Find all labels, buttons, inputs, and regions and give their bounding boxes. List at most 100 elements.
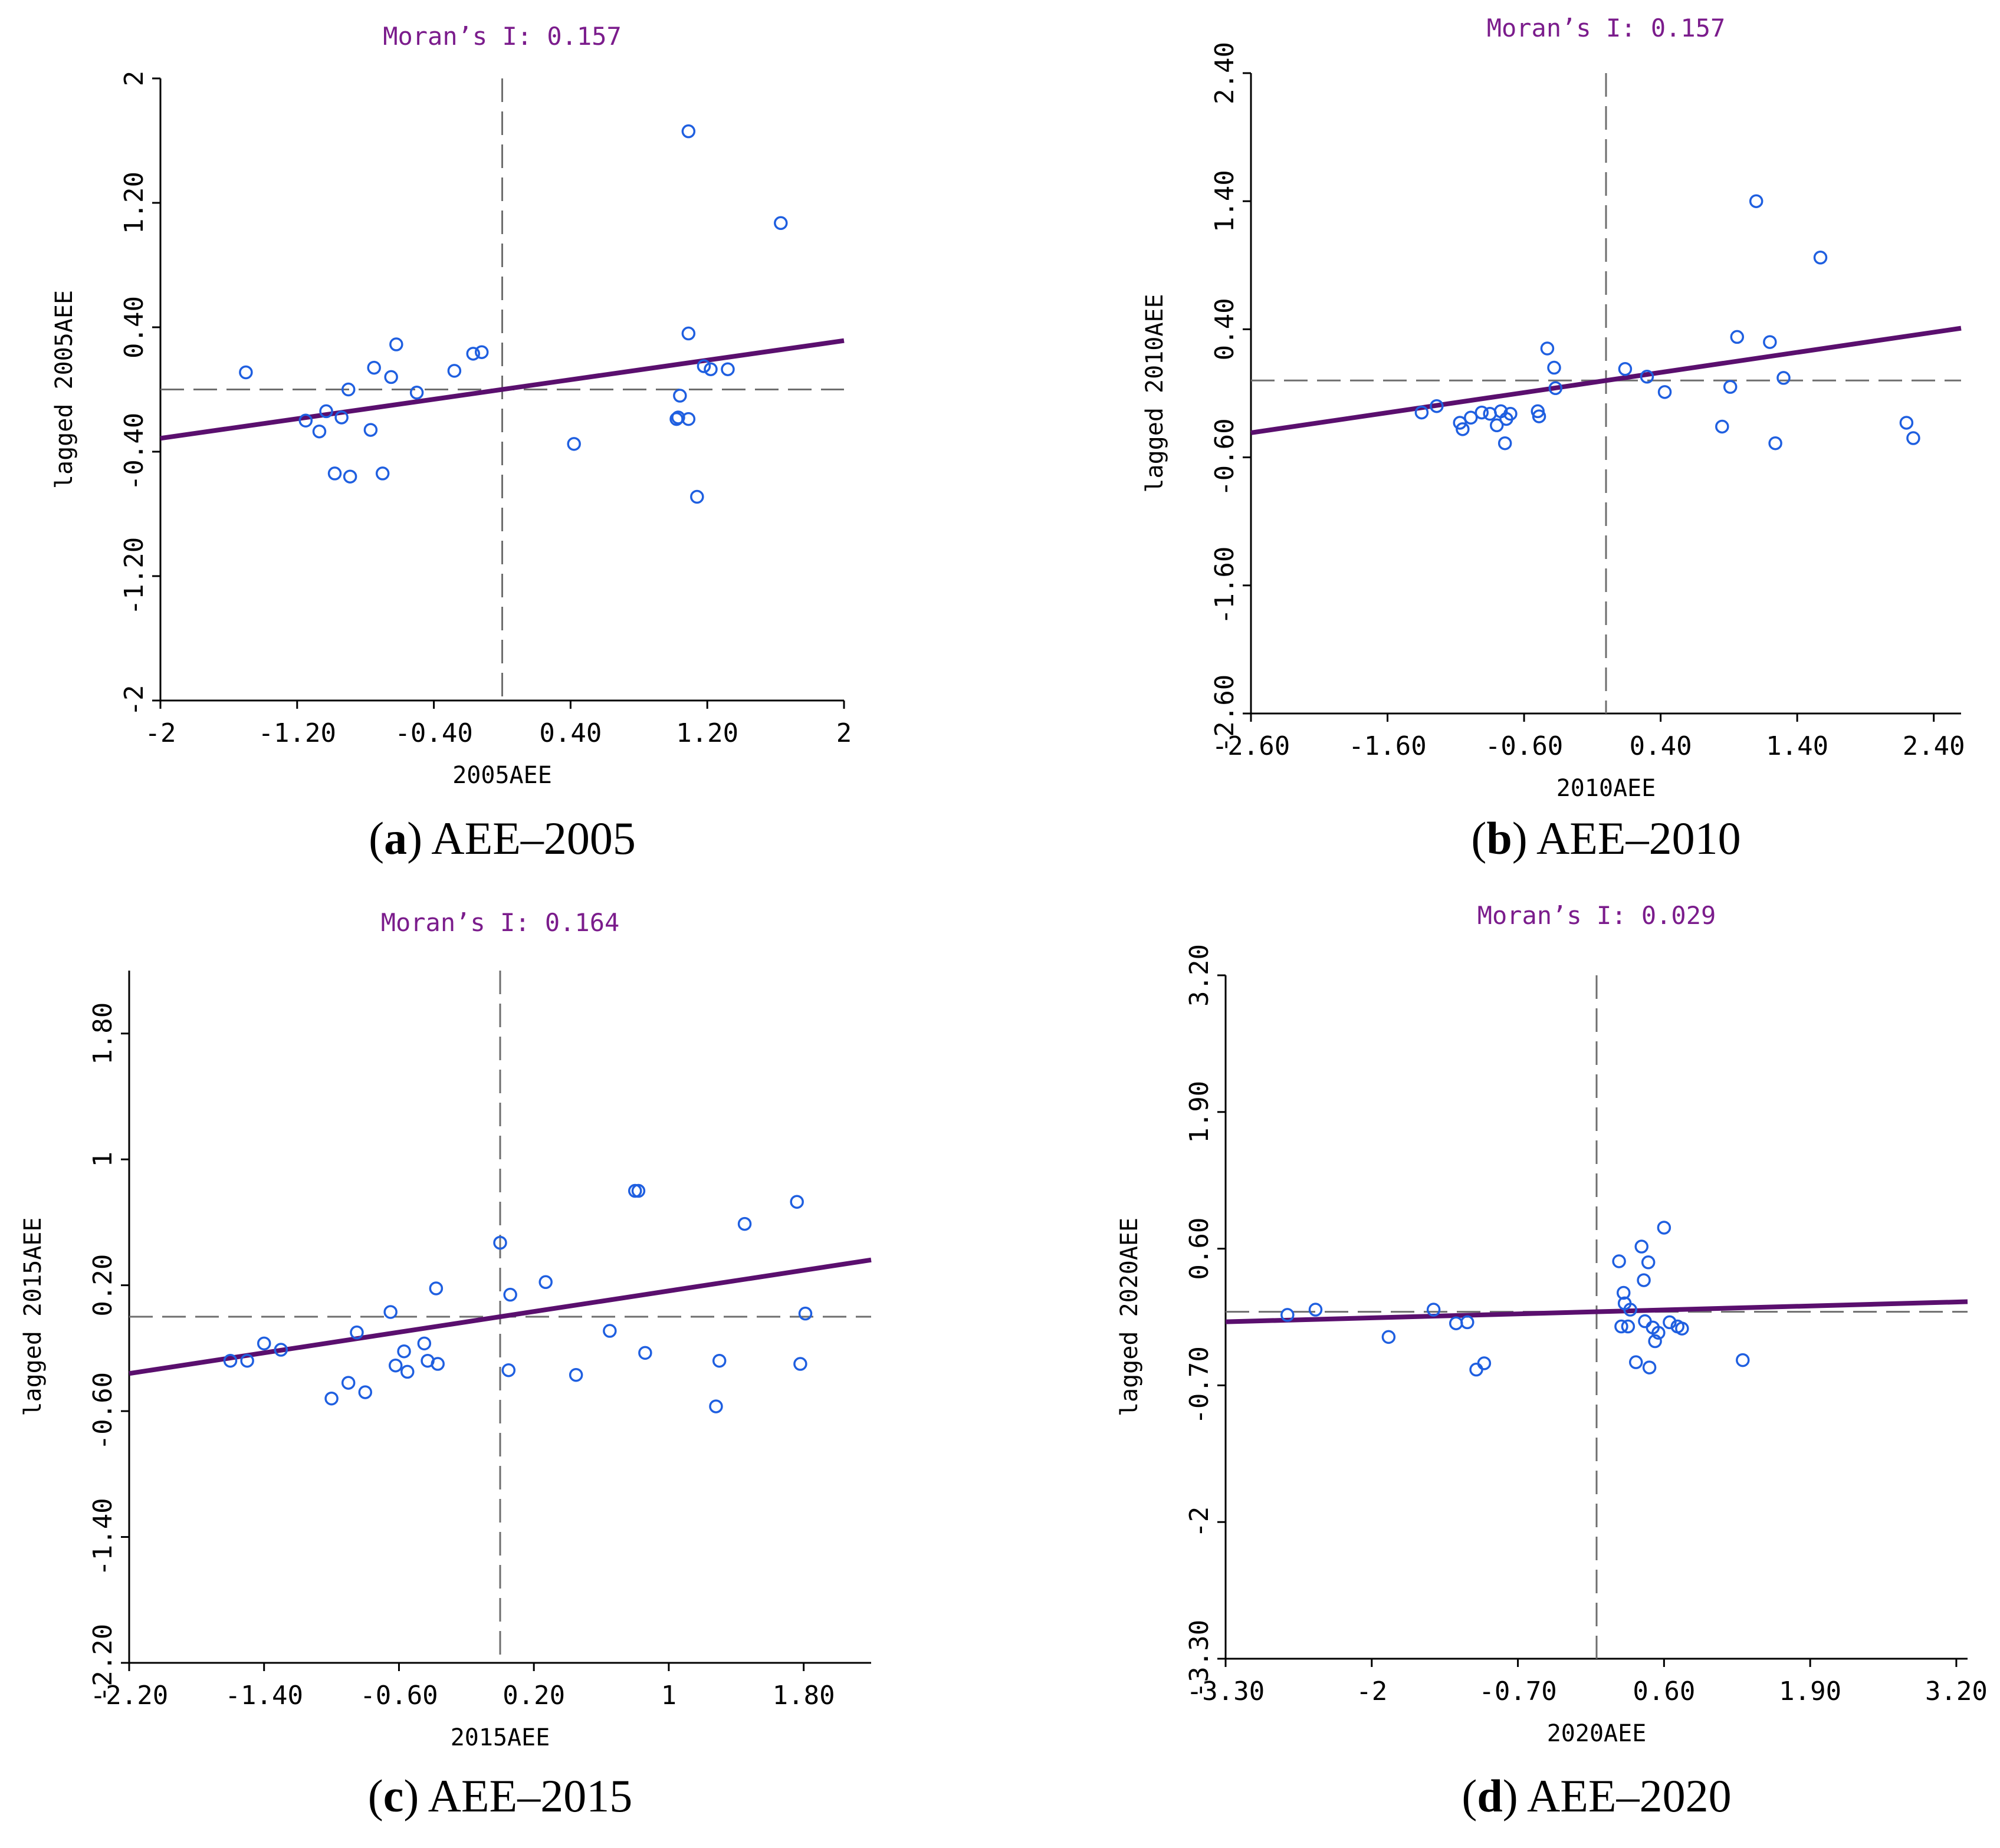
x-tick-label: -2 [1356, 1676, 1387, 1706]
data-point [1464, 410, 1478, 425]
data-point [681, 326, 696, 341]
data-point [1906, 431, 1920, 445]
data-point [358, 1385, 373, 1399]
data-point [1663, 1315, 1677, 1330]
data-point [1736, 1353, 1750, 1367]
data-point [569, 1367, 583, 1382]
data-point [1763, 335, 1777, 349]
y-axis-title: lagged 2010AEE [1141, 294, 1168, 492]
x-tick-label: 0.60 [1633, 1676, 1695, 1706]
y-tick-label: -0.40 [119, 413, 149, 491]
x-tick-label: -1.40 [225, 1681, 303, 1711]
data-point [798, 1306, 813, 1321]
data-point [1308, 1303, 1323, 1317]
data-point [363, 423, 378, 437]
y-tick-label: -2 [1184, 1507, 1214, 1538]
y-tick-label: 2 [119, 71, 149, 87]
data-point [1675, 1321, 1689, 1336]
data-point [681, 124, 696, 139]
x-tick-label: 3.20 [1925, 1676, 1988, 1706]
data-point [350, 1325, 364, 1340]
data-point [1637, 1273, 1651, 1287]
x-tick-label: -1.20 [258, 718, 336, 748]
data-point [431, 1357, 445, 1371]
x-axis-title: 2020AEE [1547, 1720, 1647, 1747]
x-tick-label: 1.80 [773, 1681, 835, 1711]
data-point [793, 1357, 807, 1371]
data-point [671, 410, 685, 425]
data-point [1503, 407, 1518, 421]
data-point [397, 1344, 411, 1359]
data-point [1749, 194, 1763, 208]
x-tick-label: 1 [661, 1681, 677, 1711]
data-point [1453, 416, 1467, 430]
y-tick-label: 1.40 [1210, 170, 1240, 232]
regression-line [129, 1257, 872, 1376]
data-point [223, 1353, 238, 1368]
data-point [447, 364, 462, 378]
data-point [474, 345, 489, 359]
data-point [1381, 1330, 1396, 1344]
y-tick-label: 0.20 [88, 1254, 118, 1317]
data-point [1460, 1315, 1474, 1330]
chart-title: Moran’s I: 0.164 [381, 908, 620, 937]
data-point [466, 347, 480, 361]
data-point [257, 1336, 271, 1351]
data-point [538, 1275, 553, 1290]
y-tick-label: -2.20 [88, 1624, 118, 1702]
y-axis-title: lagged 2015AEE [19, 1217, 47, 1416]
data-point [1618, 361, 1633, 376]
data-point [774, 216, 788, 231]
x-tick-label: -0.60 [360, 1681, 438, 1711]
data-point [690, 489, 704, 504]
data-point [1474, 405, 1489, 420]
regression-line [160, 338, 845, 441]
data-point [400, 1364, 415, 1379]
chart-panel-a: Moran’s I: 0.157 -2 -1.20 -0.40 0.40 1.20 2 -2 -… [51, 22, 852, 864]
x-tick-label: 0.20 [503, 1681, 565, 1711]
panel-caption: (a) AEE–2005 [369, 813, 636, 864]
data-point [341, 1376, 356, 1390]
data-point [501, 1363, 516, 1377]
y-tick-label: 1 [88, 1152, 118, 1168]
data-point [334, 410, 349, 425]
data-point [503, 1287, 517, 1302]
x-tick-label: 2 [836, 718, 852, 748]
y-tick-label: -1.20 [119, 537, 149, 615]
data-point [1612, 1254, 1626, 1268]
data-point [603, 1324, 617, 1338]
y-tick-label: 1.20 [119, 172, 149, 234]
data-point [324, 1391, 339, 1406]
data-point [704, 362, 718, 376]
data-point [1657, 385, 1672, 399]
data-point [388, 1358, 403, 1373]
data-point [375, 466, 390, 481]
data-point [1456, 422, 1470, 436]
x-tick-label: 1.90 [1779, 1676, 1841, 1706]
data-point [1621, 1319, 1636, 1334]
data-point [709, 1399, 723, 1413]
data-point [341, 382, 356, 397]
data-point [409, 386, 424, 400]
data-point [1477, 1356, 1492, 1370]
data-point [240, 1353, 254, 1368]
x-tick-label: -2 [145, 718, 176, 748]
data-point [1483, 407, 1497, 421]
y-tick-label: 0.40 [1210, 298, 1240, 360]
data-point [1657, 1221, 1671, 1235]
data-point [1490, 418, 1504, 433]
x-tick-label: -2.60 [1212, 731, 1290, 761]
y-tick-label: -0.60 [1210, 418, 1240, 496]
data-point [274, 1343, 288, 1357]
data-point [697, 359, 711, 373]
data-point [1623, 1303, 1637, 1317]
data-point [1642, 1360, 1657, 1375]
y-tick-label: -2.60 [1210, 675, 1240, 752]
x-tick-label: -0.60 [1485, 731, 1563, 761]
data-point [1548, 381, 1563, 396]
data-point [1426, 1303, 1441, 1317]
y-tick-label: 1.80 [88, 1002, 118, 1065]
chart-title: Moran’s I: 0.029 [1477, 901, 1716, 930]
data-point [1280, 1308, 1295, 1322]
